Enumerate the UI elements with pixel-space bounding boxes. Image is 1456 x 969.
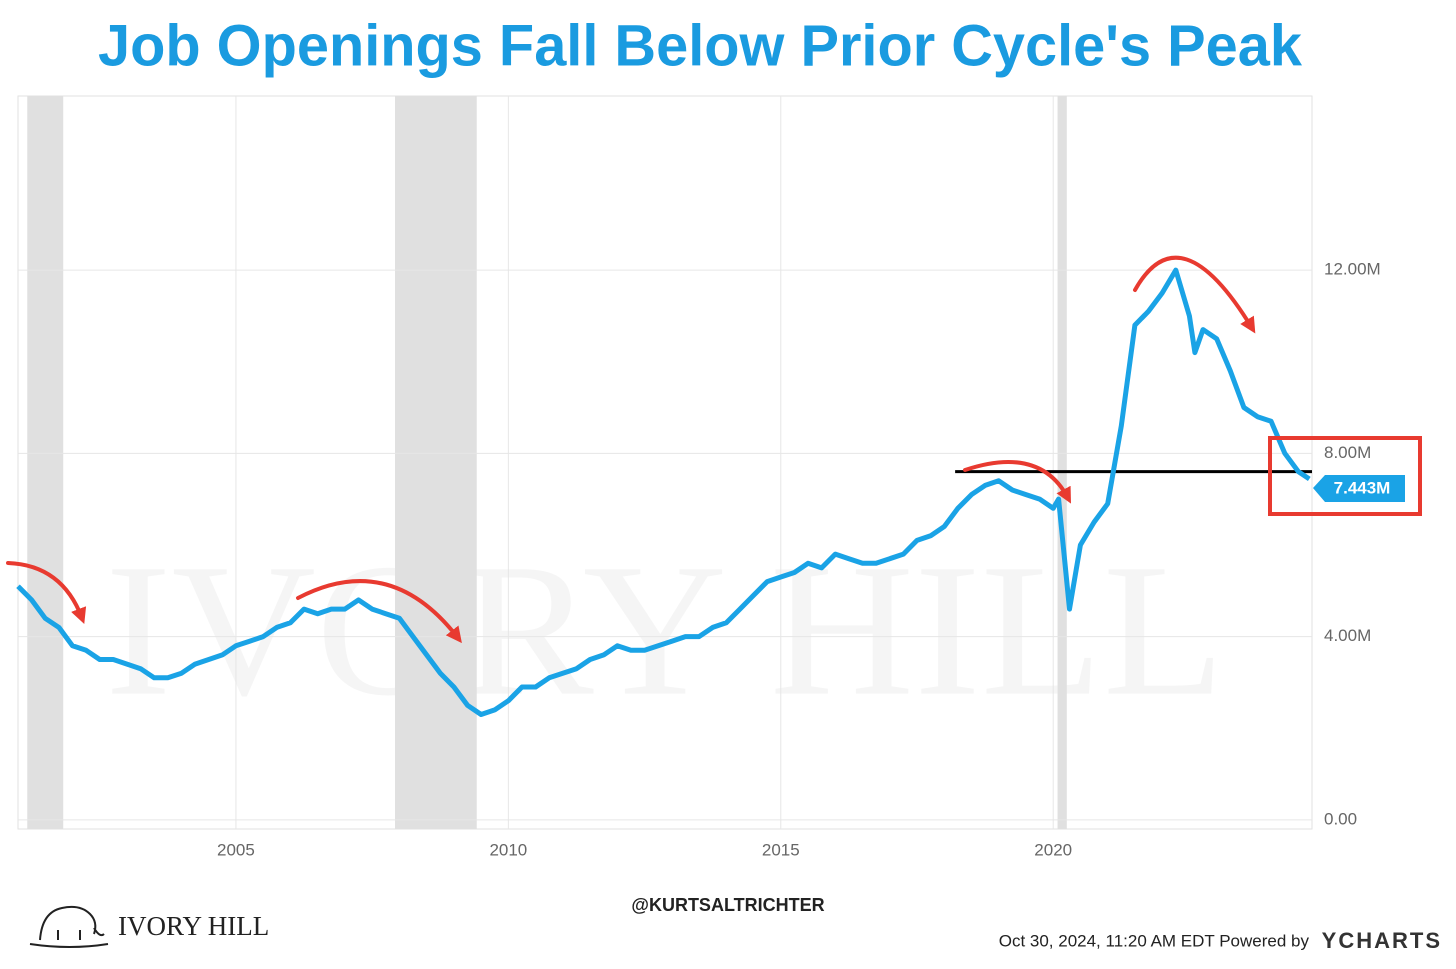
data-line (16, 267, 1311, 717)
handle: @KURTSALTRICHTER (631, 895, 824, 915)
logo: IVORY HILL (29, 905, 269, 948)
recession-band (395, 96, 477, 829)
y-tick-label: 12.00M (1324, 260, 1381, 279)
arrow (6, 561, 87, 624)
brand: YCHARTS (1322, 928, 1442, 953)
recession-band (1057, 96, 1067, 829)
x-tick-label: 2020 (1034, 840, 1072, 859)
callout-label: 7.443M (1334, 478, 1391, 497)
arrow (1133, 255, 1256, 334)
watermark: IVORY HILL (105, 526, 1225, 736)
recession-band (27, 96, 64, 829)
callout-tag (1313, 475, 1405, 502)
x-tick-label: 2010 (489, 840, 527, 859)
plot-border (17, 95, 1313, 830)
arrow (963, 460, 1071, 504)
x-tick-label: 2015 (762, 840, 800, 859)
x-tick-label: 2005 (217, 840, 255, 859)
callout: 7.443M (1313, 475, 1405, 502)
logo-base (29, 943, 109, 948)
y-tick-label: 0.00 (1324, 809, 1357, 828)
plot-area: IVORY HILL 0.00 4.00M 8.00M 12.00M 2005 2010 20… (16, 95, 1381, 859)
highlight-box (1268, 436, 1422, 516)
annotation-arrows (6, 255, 1256, 644)
arrow (296, 579, 462, 644)
logo-text: IVORY HILL (118, 911, 269, 941)
chart-title: Job Openings Fall Below Prior Cycle's Pe… (98, 13, 1303, 78)
y-tick-label: 8.00M (1324, 443, 1371, 462)
y-tick-label: 4.00M (1324, 626, 1371, 645)
footer: Oct 30, 2024, 11:20 AM EDT Powered by (999, 931, 1310, 950)
logo-icon (39, 905, 105, 941)
